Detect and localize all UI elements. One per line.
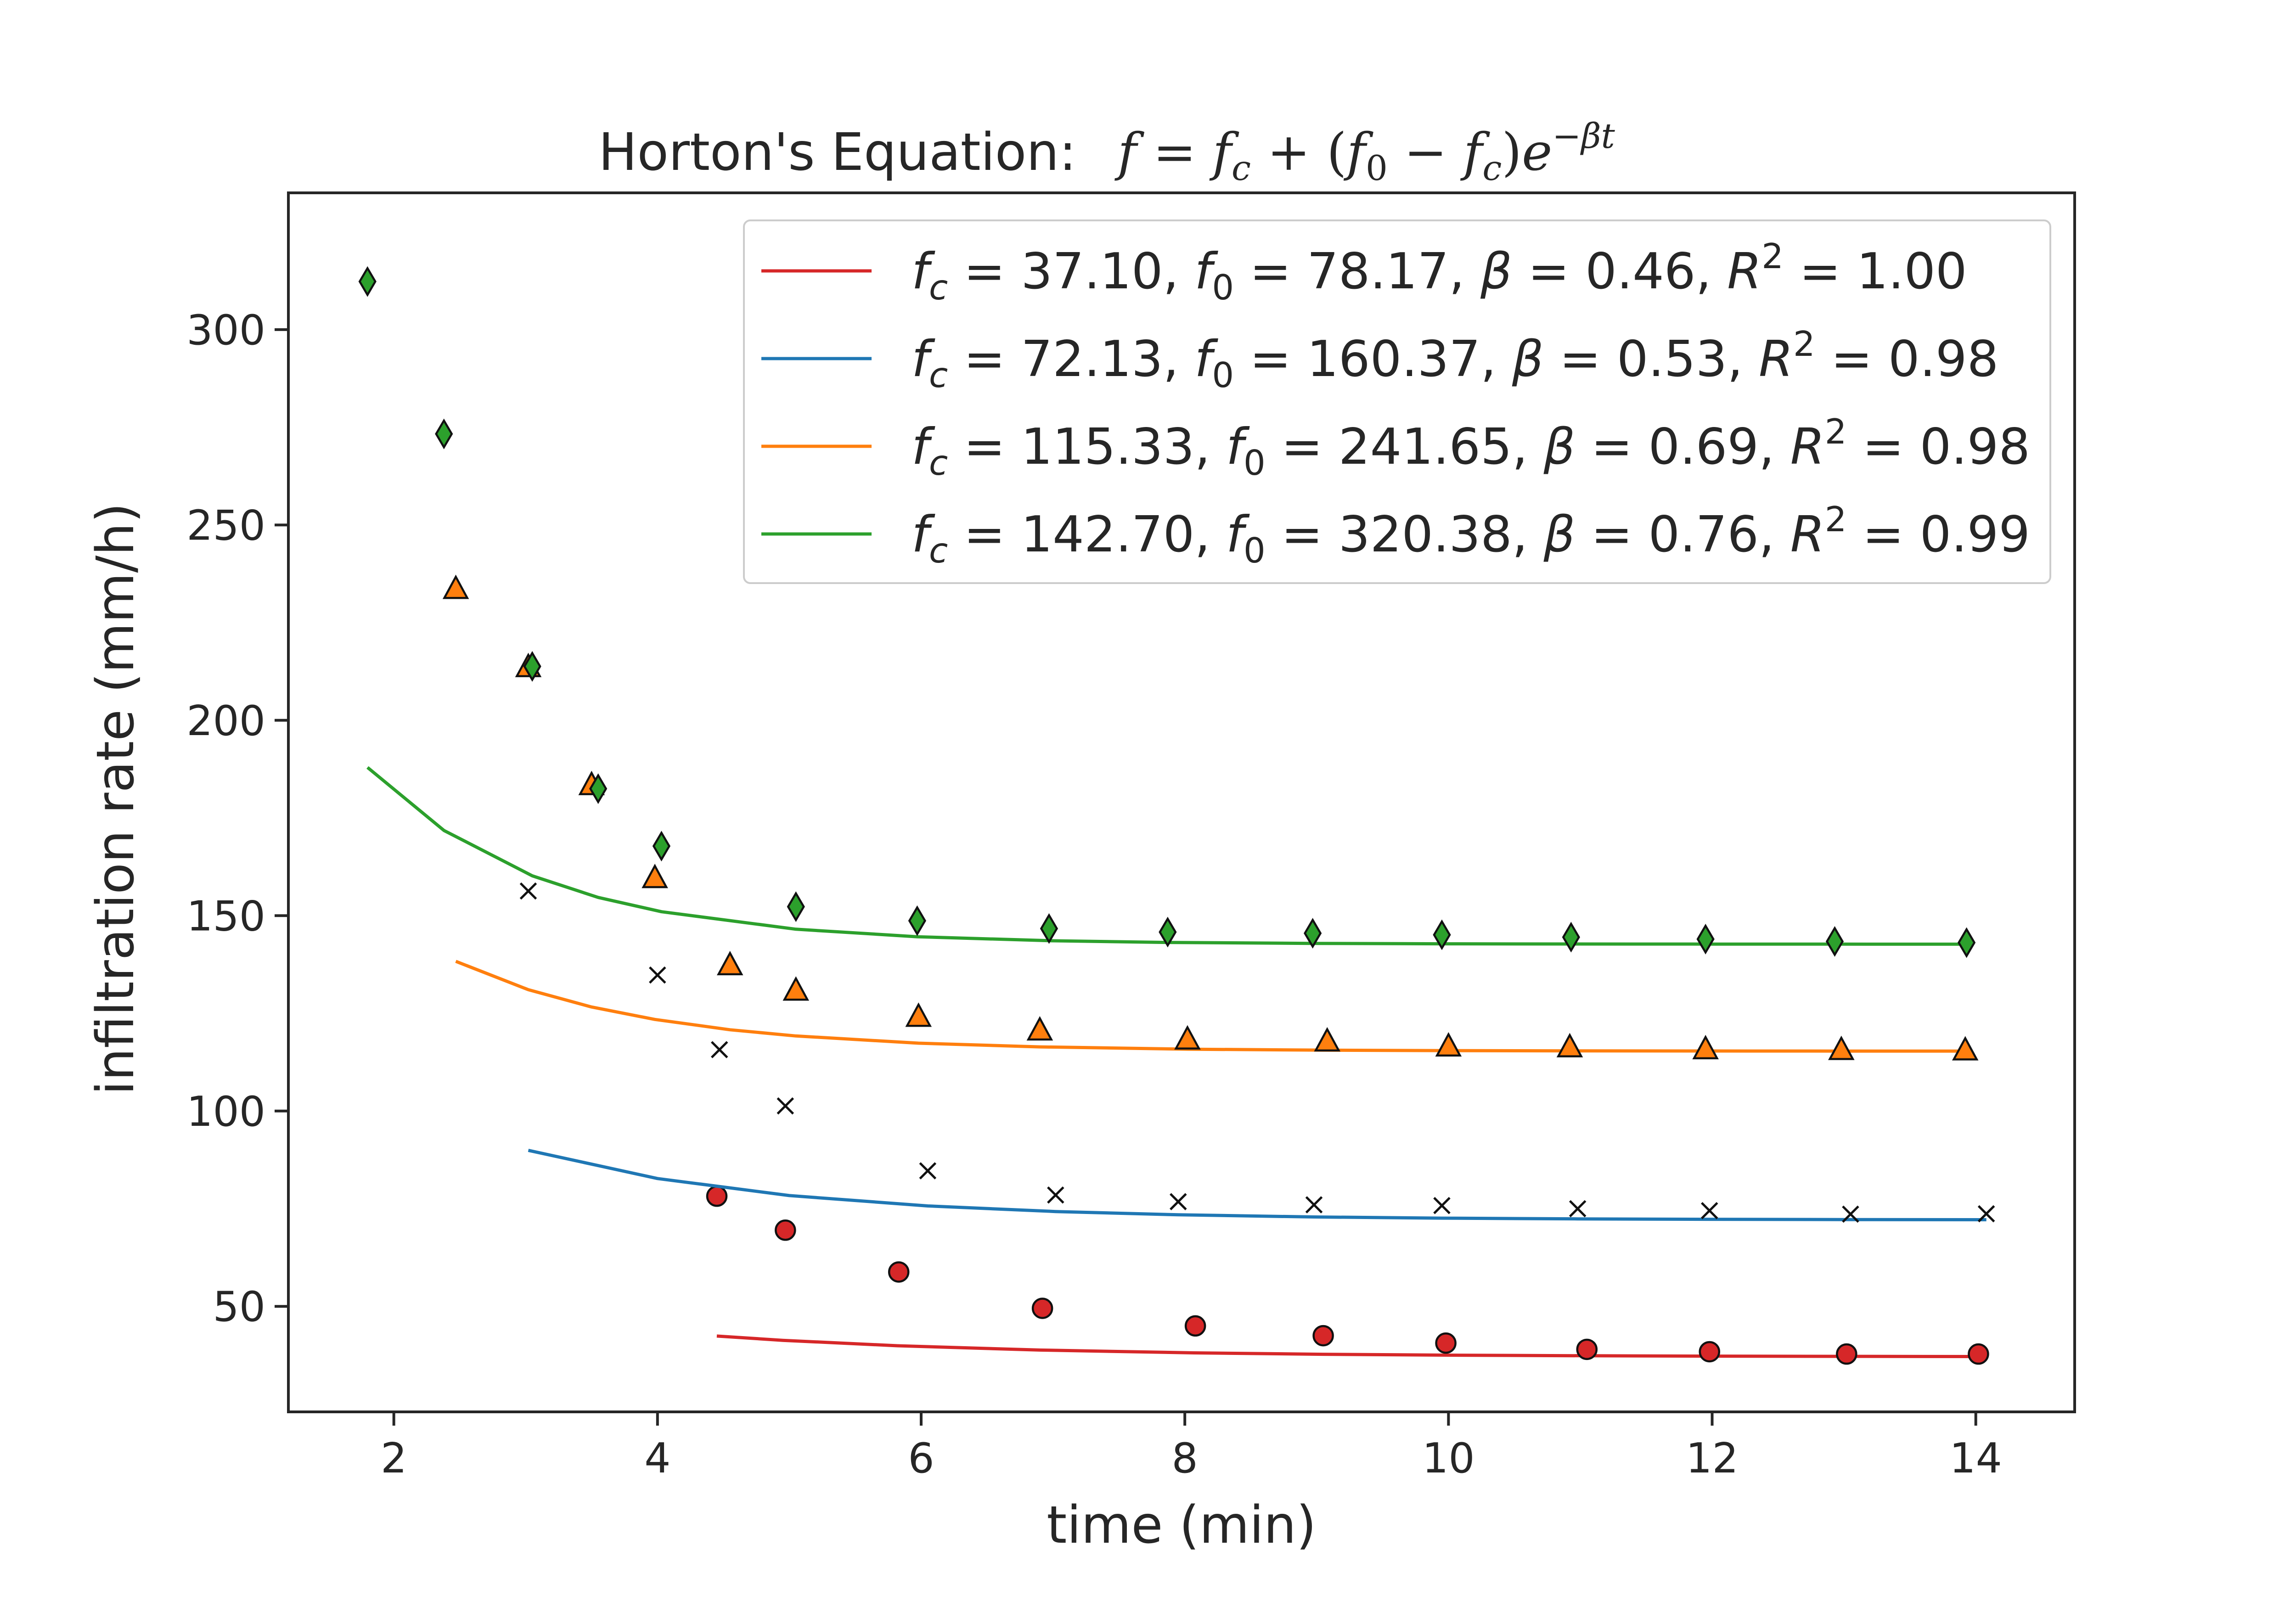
x-tick-label: 4 <box>644 1434 670 1483</box>
series-2-data-point <box>710 1041 728 1058</box>
series-1-data-point <box>1836 1343 1857 1365</box>
series-4-data-point <box>1562 921 1580 953</box>
series-4-data-point <box>523 651 541 682</box>
series-2-data-point <box>649 966 666 984</box>
x-axis-label: time (min) <box>1047 1495 1316 1555</box>
series-1-fit-line <box>716 1334 1979 1358</box>
y-tick-label: 100 <box>186 1088 265 1136</box>
series-2-data-point <box>1842 1205 1859 1223</box>
x-tick-label: 14 <box>1949 1434 2002 1483</box>
series-4-data-point <box>1696 923 1715 955</box>
series-3-fit-line <box>455 960 1965 1053</box>
series-2-data-point <box>1433 1197 1451 1214</box>
series-3-data-point <box>1026 1016 1053 1041</box>
series-3-data-point <box>1174 1025 1201 1050</box>
x-tick-label: 10 <box>1422 1434 1475 1483</box>
legend-label-1: fc = 37.10, f0 = 78.17, β = 0.46, R2 = 1… <box>912 236 1967 308</box>
series-1-data-point <box>1312 1325 1334 1347</box>
series-1-data-point <box>1968 1343 1989 1365</box>
legend-item-2: fc = 72.13, f0 = 160.37, β = 0.53, R2 = … <box>761 324 1998 395</box>
series-3-data-point <box>1314 1027 1341 1052</box>
series-3-data-point <box>1692 1034 1719 1060</box>
y-tick-label: 300 <box>186 306 265 354</box>
x-axis: 2 4 6 8 10 12 14 <box>381 1412 2002 1483</box>
series-2-data-point <box>1701 1202 1718 1219</box>
x-tick-label: 2 <box>381 1434 407 1483</box>
series-1-data-point <box>1031 1298 1053 1319</box>
legend: fc = 37.10, f0 = 78.17, β = 0.46, R2 = 1… <box>743 219 2051 584</box>
series-4-data-point <box>652 831 671 862</box>
series-4-data-point <box>787 891 805 922</box>
series-2 <box>519 882 1995 1223</box>
series-3-data-point <box>1828 1035 1855 1060</box>
series-2-data-point <box>1047 1186 1064 1204</box>
series-2-data-point <box>519 882 537 900</box>
series-1-data-point <box>1184 1315 1206 1337</box>
series-1-data-point <box>888 1261 910 1283</box>
y-axis: 50 100 150 200 250 300 <box>186 306 288 1331</box>
series-4-data-point <box>1825 926 1844 957</box>
series-1-data-point <box>1576 1338 1598 1360</box>
series-2-fit-line <box>528 1148 1986 1221</box>
y-tick-label: 200 <box>186 697 265 745</box>
chart-title: Horton's Equation: f = fc + (f0 − fc)e−βt <box>598 116 1615 188</box>
plot-area <box>287 191 2076 1413</box>
series-3-data-point <box>442 574 469 599</box>
series-4-data-point <box>908 905 927 936</box>
series-3-data-point <box>905 1002 932 1027</box>
series-3-data-point <box>716 950 743 976</box>
series-2-data-point <box>1569 1200 1587 1218</box>
series-2-data-point <box>777 1097 794 1115</box>
series-1-data-point <box>1435 1332 1457 1354</box>
y-axis-label: infiltration rate (mm/h) <box>86 503 146 1095</box>
series-3-data-point <box>1556 1033 1583 1057</box>
series-3-data-point <box>1435 1032 1462 1057</box>
axes-frame <box>287 191 2076 1413</box>
series-4-data-point <box>1957 927 1976 958</box>
x-tick-label: 12 <box>1686 1434 1739 1483</box>
series-4-data-point <box>589 773 608 804</box>
legend-label-2: fc = 72.13, f0 = 160.37, β = 0.53, R2 = … <box>912 324 1998 395</box>
legend-item-1: fc = 37.10, f0 = 78.17, β = 0.46, R2 = 1… <box>761 236 1967 308</box>
series-4-data-point <box>1304 918 1322 949</box>
series-4-data-point <box>1159 916 1177 948</box>
series-2-data-point <box>1977 1205 1995 1223</box>
y-tick-label: 150 <box>186 892 265 940</box>
series-1-data-point <box>775 1219 796 1241</box>
legend-item-4: fc = 142.70, f0 = 320.38, β = 0.76, R2 =… <box>761 499 2030 571</box>
legend-label-4: fc = 142.70, f0 = 320.38, β = 0.76, R2 =… <box>912 499 2030 571</box>
y-tick-label: 250 <box>186 501 265 550</box>
series-1-data-point <box>706 1186 728 1207</box>
series-4-data-point <box>1433 919 1451 950</box>
series-4-data-point <box>435 418 453 450</box>
series-3-data-point <box>782 976 810 1001</box>
series-4 <box>358 266 1976 958</box>
legend-item-3: fc = 115.33, f0 = 241.65, β = 0.69, R2 =… <box>761 411 2030 483</box>
x-tick-label: 6 <box>908 1434 934 1483</box>
series-1-data-point <box>1699 1341 1721 1363</box>
series-3-data-point <box>642 864 668 888</box>
legend-label-3: fc = 115.33, f0 = 241.65, β = 0.69, R2 =… <box>912 411 2030 483</box>
series-2-data-point <box>919 1162 937 1180</box>
x-tick-label: 8 <box>1172 1434 1198 1483</box>
series-2-data-point <box>1305 1196 1323 1214</box>
y-tick-label: 50 <box>213 1283 265 1331</box>
legend-box <box>743 219 2051 584</box>
series-2-data-point <box>1170 1193 1187 1210</box>
series-1 <box>706 1186 1989 1365</box>
chart-title-text: Horton's Equation: <box>598 123 1076 182</box>
series-3-data-point <box>1952 1036 1979 1061</box>
series-4-data-point <box>1040 913 1058 944</box>
series-4-data-point <box>358 266 377 297</box>
series-3 <box>442 574 1979 1061</box>
